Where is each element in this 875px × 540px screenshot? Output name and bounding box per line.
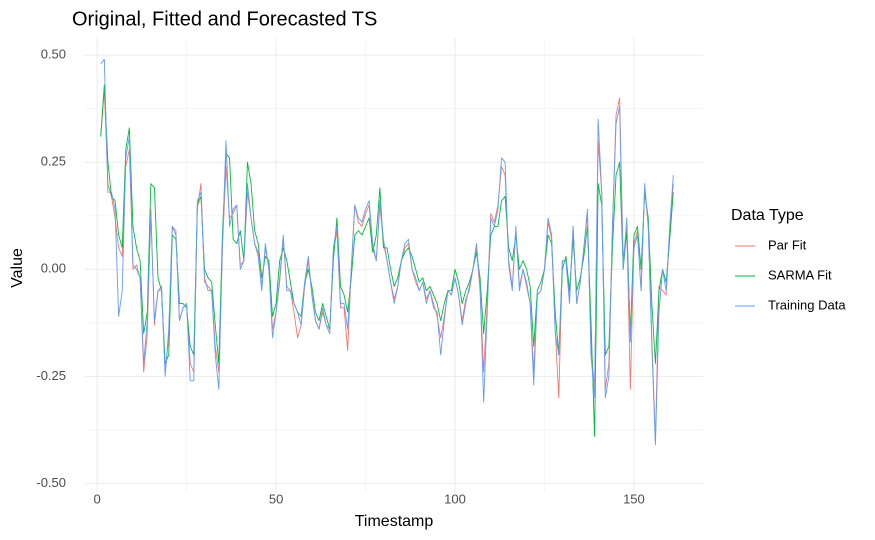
y-tick-label: -0.50 — [36, 475, 66, 490]
x-axis-title: Timestamp — [355, 513, 434, 530]
legend-label: SARMA Fit — [768, 267, 832, 282]
y-tick-label: 0.25 — [41, 154, 66, 169]
x-tick-label: 100 — [444, 491, 466, 506]
legend-title: Data Type — [731, 207, 804, 224]
y-axis-title: Value — [9, 248, 26, 288]
series-line — [100, 58, 674, 446]
x-tick-label: 0 — [94, 491, 101, 506]
y-tick-label: -0.25 — [36, 368, 66, 383]
y-tick-label: 0.50 — [41, 47, 66, 62]
chart-title: Original, Fitted and Forecasted TS — [72, 8, 377, 30]
legend-label: Training Data — [768, 297, 846, 312]
x-tick-label: 50 — [269, 491, 283, 506]
x-tick-label: 150 — [623, 491, 645, 506]
y-tick-label: 0.00 — [41, 261, 66, 276]
legend-label: Par Fit — [768, 237, 807, 252]
